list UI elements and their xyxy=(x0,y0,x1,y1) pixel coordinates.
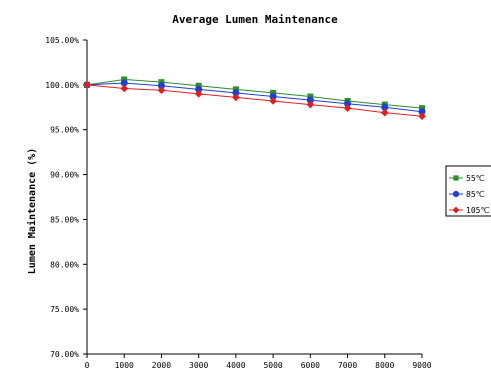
y-tick-label: 85.00% xyxy=(50,215,79,224)
data-point xyxy=(194,90,203,98)
series-line xyxy=(86,78,423,109)
legend-marker xyxy=(452,190,460,198)
series-3 xyxy=(83,81,426,121)
data-point xyxy=(83,81,91,89)
data-point xyxy=(269,93,277,101)
x-tick-label: 4000 xyxy=(226,361,245,370)
data-point xyxy=(307,93,314,100)
data-point xyxy=(381,103,389,111)
x-tick-label: 0 xyxy=(85,361,90,370)
series-line xyxy=(86,82,423,113)
data-point xyxy=(158,79,165,86)
data-point xyxy=(195,82,202,89)
data-point xyxy=(270,89,277,96)
series-2 xyxy=(83,79,426,116)
data-point xyxy=(380,108,389,117)
data-point xyxy=(269,97,277,105)
data-point xyxy=(343,104,352,112)
y-tick-label: 95.00% xyxy=(50,126,79,135)
y-tick-label: 70.00% xyxy=(50,350,79,359)
data-point xyxy=(418,112,426,121)
x-tick-label: 1000 xyxy=(115,361,134,370)
legend: 55℃ 85℃ 105℃ xyxy=(445,165,491,217)
legend-label: 85℃ xyxy=(466,190,485,199)
y-tick-labels: 70.00% 75.00% 80.00% 85.00% 90.00% 95.00% 100.… xyxy=(45,36,79,359)
series-line xyxy=(86,84,423,117)
y-tick-label: 100.00% xyxy=(45,81,79,90)
y-tick-label: 75.00% xyxy=(50,305,79,314)
x-tick-label: 3000 xyxy=(189,361,208,370)
legend-label: 55℃ xyxy=(466,174,485,183)
x-tick-label: 6000 xyxy=(301,361,320,370)
chart-title: Average Lumen Maintenance xyxy=(172,13,338,26)
data-point xyxy=(120,84,129,93)
x-tick-label: 8000 xyxy=(375,361,394,370)
y-tick-label: 105.00% xyxy=(45,36,79,45)
data-point xyxy=(419,105,425,112)
data-point xyxy=(344,100,352,108)
data-point xyxy=(157,82,165,90)
data-point xyxy=(232,86,239,93)
data-point xyxy=(195,85,203,93)
data-point xyxy=(306,100,315,109)
legend-label: 105℃ xyxy=(466,206,489,215)
data-point xyxy=(121,76,128,83)
data-point xyxy=(120,79,128,87)
data-point xyxy=(232,93,240,102)
y-tick-label: 90.00% xyxy=(50,171,79,180)
x-tick-label: 7000 xyxy=(338,361,357,370)
x-tick-label: 5000 xyxy=(263,361,282,370)
series-layer xyxy=(83,76,426,121)
x-tick-label: 9000 xyxy=(412,361,431,370)
legend-marker xyxy=(453,175,459,181)
axes-layer xyxy=(83,39,423,358)
data-point xyxy=(418,108,426,116)
legend-box xyxy=(445,165,491,217)
data-point xyxy=(232,89,240,97)
y-axis-title: Lumen Maintenance (%) xyxy=(26,148,38,274)
y-tick-label: 80.00% xyxy=(50,260,79,269)
data-point xyxy=(157,86,166,95)
x-tick-label: 2000 xyxy=(152,361,171,370)
data-point xyxy=(306,96,314,104)
x-tick-labels: 0 1000 2000 3000 4000 5000 6000 7000 8000 9000 xyxy=(85,361,432,370)
legend-marker xyxy=(452,206,460,214)
